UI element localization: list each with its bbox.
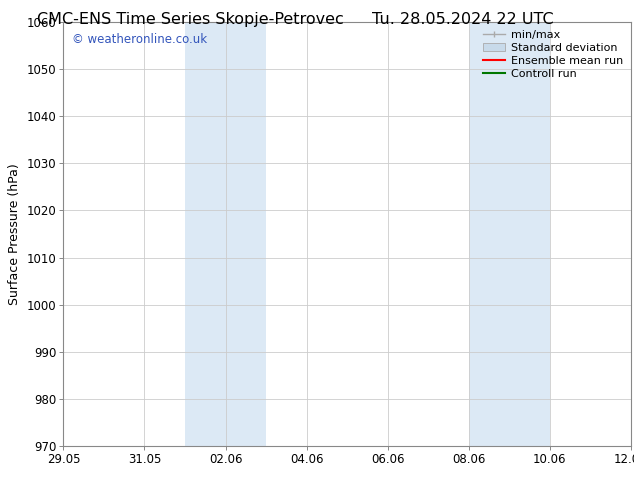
Bar — [185, 22, 266, 446]
Bar — [469, 22, 550, 446]
Text: © weatheronline.co.uk: © weatheronline.co.uk — [72, 33, 207, 46]
Legend: min/max, Standard deviation, Ensemble mean run, Controll run: min/max, Standard deviation, Ensemble me… — [481, 27, 625, 81]
Text: CMC-ENS Time Series Skopje-Petrovec: CMC-ENS Time Series Skopje-Petrovec — [37, 12, 344, 27]
Y-axis label: Surface Pressure (hPa): Surface Pressure (hPa) — [8, 163, 21, 305]
Text: Tu. 28.05.2024 22 UTC: Tu. 28.05.2024 22 UTC — [372, 12, 553, 27]
